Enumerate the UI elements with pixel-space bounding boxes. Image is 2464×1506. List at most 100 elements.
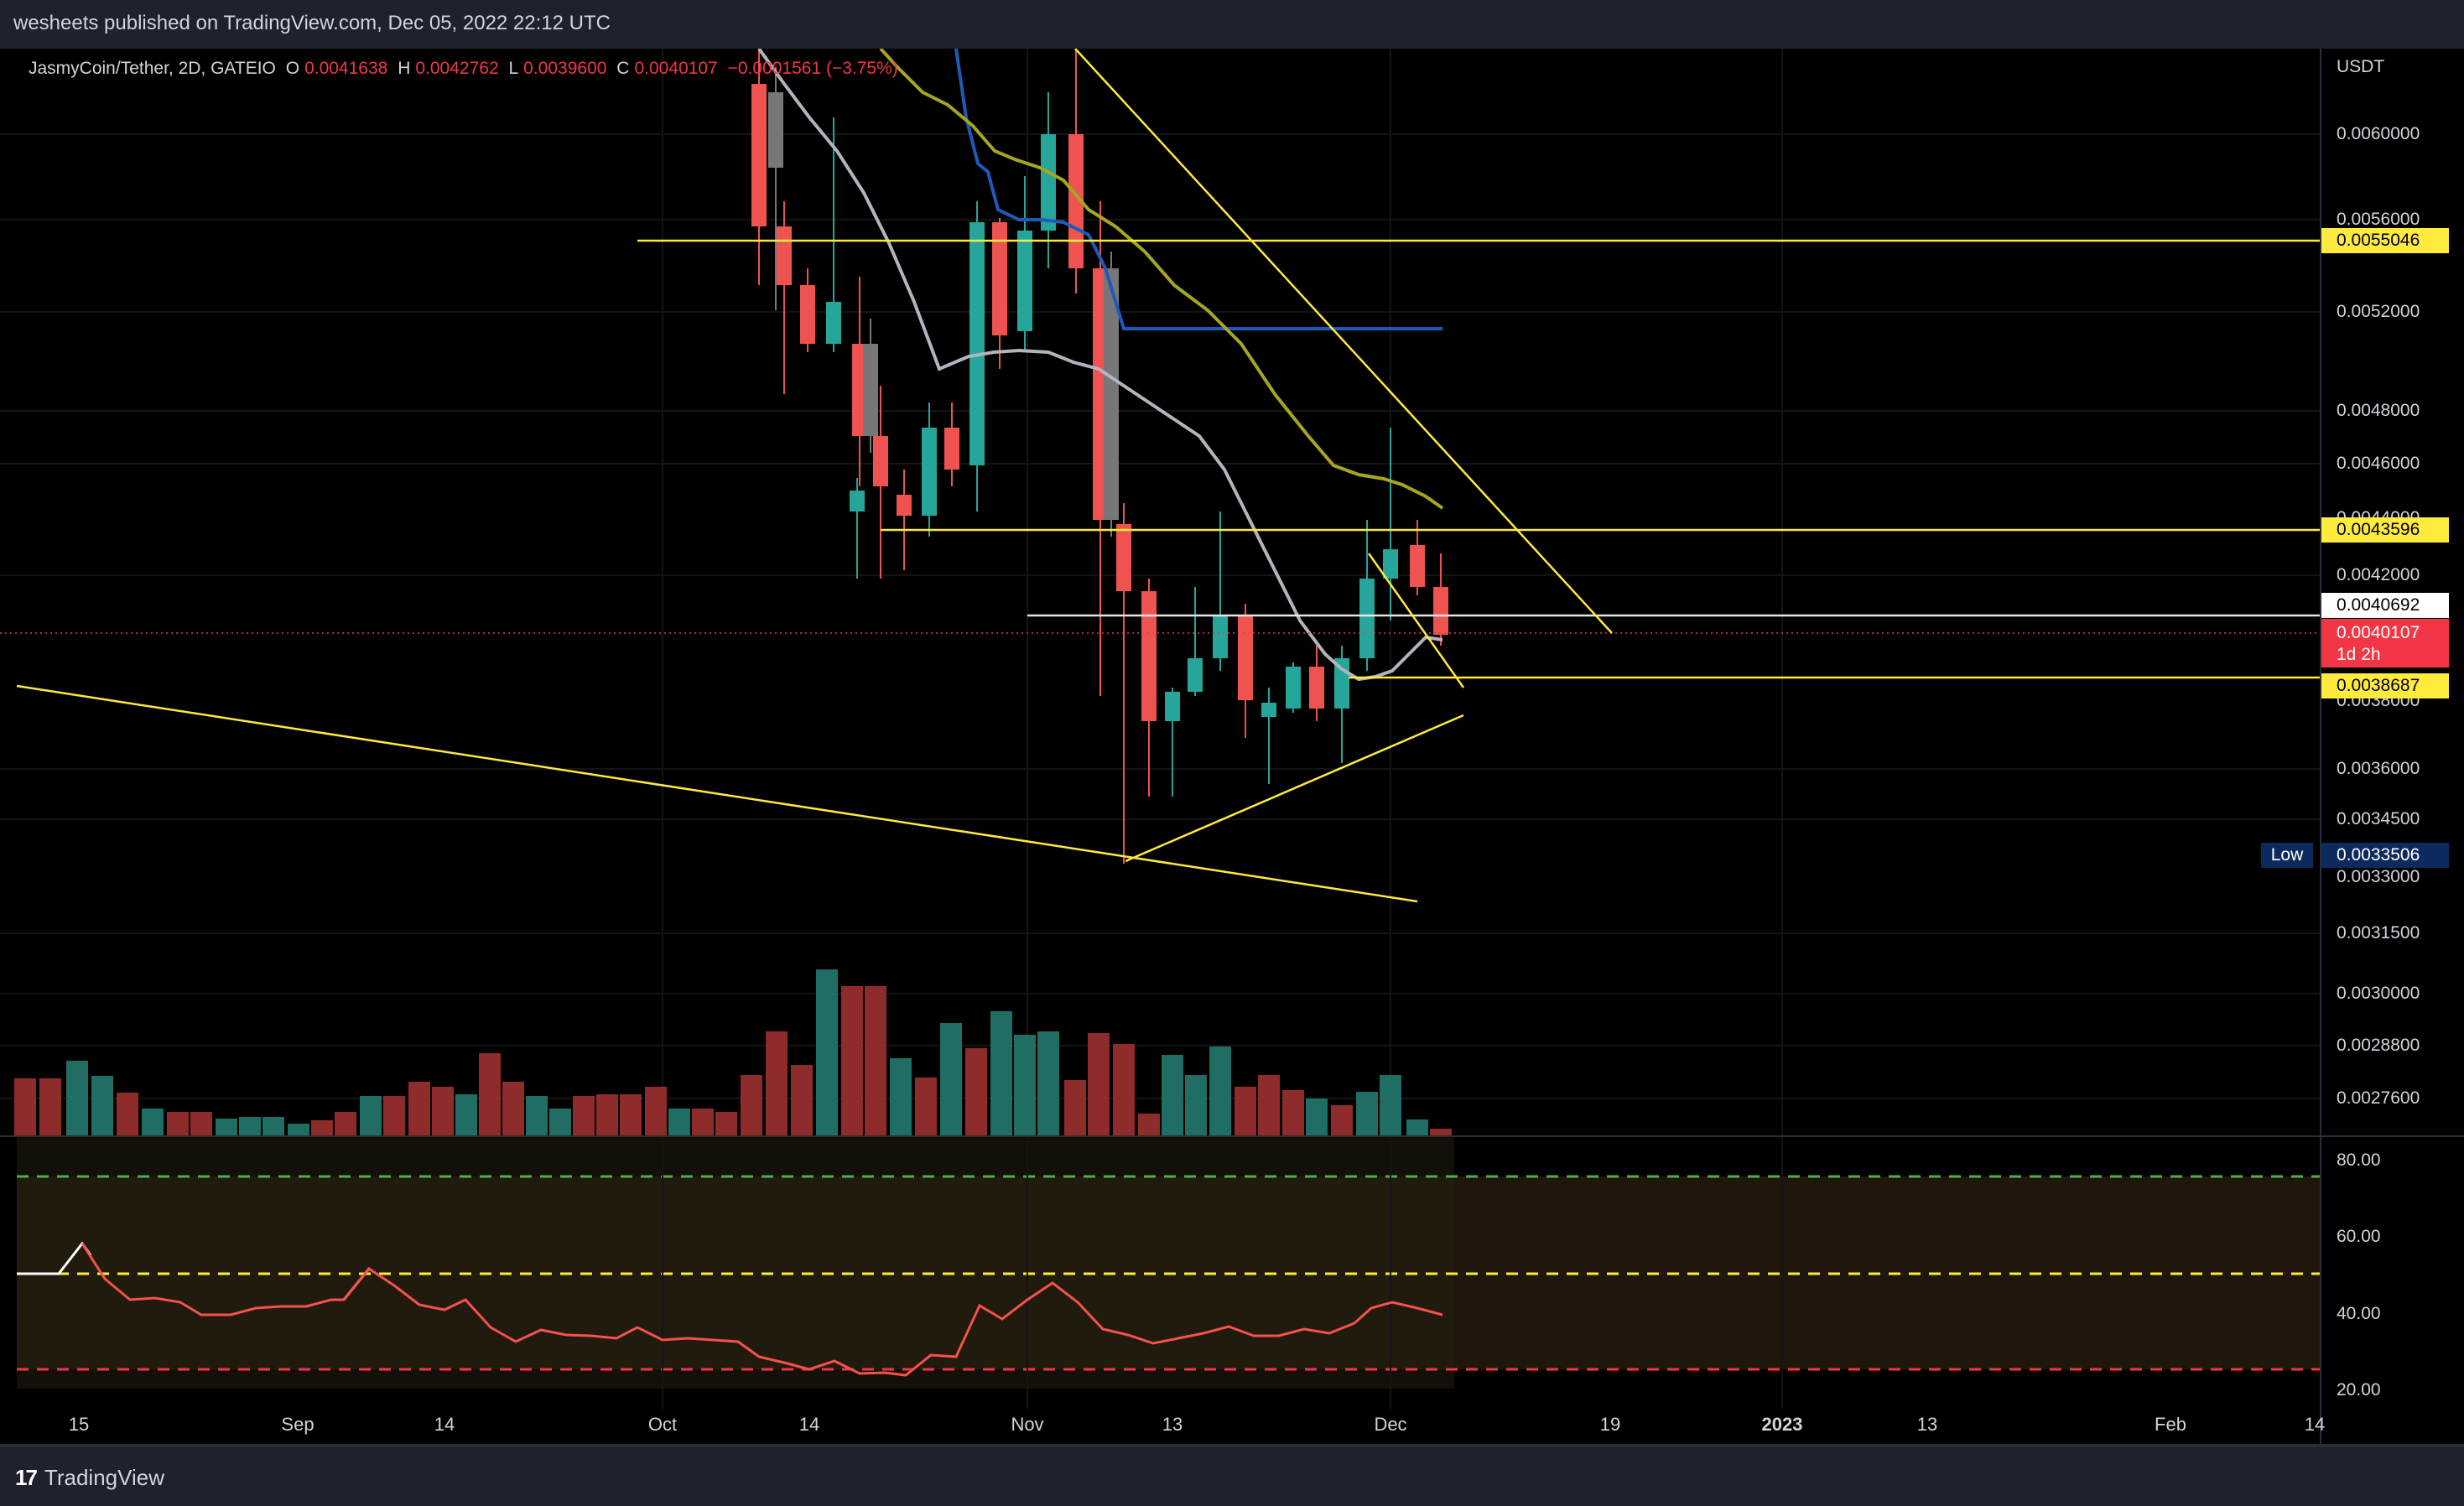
volume-bar — [91, 1076, 113, 1137]
time-tick: 15 — [68, 1414, 90, 1435]
price-axis-border — [2320, 49, 2321, 1447]
time-tick: 14 — [434, 1414, 455, 1435]
rsi-band-highlight — [17, 1137, 1454, 1389]
time-tick: 14 — [2304, 1414, 2326, 1435]
volume-bar — [1406, 1119, 1428, 1137]
price-tick: 0.0048000 — [2337, 401, 2420, 420]
volume-bar — [408, 1082, 430, 1137]
support-tag[interactable]: 0.0038687 — [2321, 673, 2449, 698]
wedge-upper-line — [1367, 553, 1465, 688]
volume-bar — [190, 1112, 212, 1137]
descending-trendline — [1074, 48, 1613, 634]
candle-body — [873, 436, 888, 486]
time-tick: 14 — [798, 1414, 820, 1435]
rsi-tick: 80.00 — [2337, 1150, 2381, 1170]
time-tick: Feb — [2155, 1414, 2186, 1435]
candle-body — [1309, 667, 1324, 709]
candle-body — [969, 222, 985, 465]
volume-bar — [692, 1109, 714, 1137]
volume-bar — [1258, 1075, 1280, 1137]
ma-olive-line — [879, 47, 1444, 510]
close-value: 0.0040107 — [634, 59, 718, 78]
volume-bar — [1282, 1090, 1304, 1137]
open-key: O — [285, 59, 300, 78]
volume-bar — [526, 1096, 548, 1137]
volume-bar — [791, 1065, 813, 1137]
volume-bar — [741, 1075, 762, 1137]
candle-body — [1286, 667, 1301, 709]
volume-bar — [311, 1120, 333, 1137]
panel-separator[interactable] — [0, 1135, 2464, 1137]
price-tick: 0.0031500 — [2337, 923, 2420, 943]
tradingview-logo-icon: 17 — [15, 1464, 38, 1490]
white-level-tag[interactable]: 0.0040692 — [2321, 593, 2449, 618]
ma-blue-line — [954, 48, 1443, 330]
rsi-tick: 20.00 — [2337, 1380, 2381, 1400]
candle-body — [1165, 692, 1180, 721]
volume-bar — [1380, 1075, 1401, 1137]
publish-text: wesheets published on TradingView.com, D… — [13, 12, 611, 34]
volume-bar — [1138, 1114, 1160, 1137]
volume-bar — [360, 1096, 382, 1137]
bar-countdown: 1d 2h — [2337, 645, 2381, 664]
close-key: C — [616, 59, 630, 78]
volume-bar — [14, 1078, 36, 1137]
symbol-legend[interactable]: JasmyCoin/Tether, 2D, GATEIO O 0.0041638 … — [29, 59, 903, 79]
price-tick: 0.0030000 — [2337, 984, 2420, 1003]
price-tick: 0.0052000 — [2337, 302, 2420, 321]
candle-body — [777, 226, 792, 285]
rsi-tick: 60.00 — [2337, 1227, 2381, 1246]
candle-body — [768, 92, 783, 168]
volume-bar — [142, 1109, 164, 1137]
volume-bar — [668, 1109, 690, 1137]
volume-bar — [816, 969, 838, 1137]
time-axis-border — [0, 1444, 2464, 1447]
volume-bar — [455, 1094, 477, 1137]
volume-bar — [502, 1082, 524, 1137]
time-tick-year: 2023 — [1761, 1414, 1803, 1435]
time-tick: 19 — [1599, 1414, 1621, 1435]
change-value: −0.0001561 (−3.75%) — [727, 59, 898, 78]
volume-bar — [1064, 1080, 1086, 1137]
volume-bar — [549, 1109, 571, 1137]
volume-bar — [1185, 1075, 1207, 1137]
last-price-value: 0.0040107 — [2337, 623, 2420, 642]
candle-body — [1410, 545, 1425, 587]
volume-bar — [965, 1048, 987, 1137]
price-tick: 0.0046000 — [2337, 454, 2420, 473]
volume-bar — [1235, 1087, 1256, 1137]
volume-bar — [620, 1094, 642, 1137]
price-tick: 0.0042000 — [2337, 565, 2420, 584]
ma-gray-line — [757, 47, 1443, 682]
upper-resistance-tag[interactable]: 0.0055046 — [2321, 228, 2449, 253]
volume-bar — [216, 1119, 237, 1137]
symbol-title[interactable]: JasmyCoin/Tether, 2D, GATEIO — [29, 59, 276, 78]
candle-body — [1359, 579, 1375, 658]
publish-header: wesheets published on TradingView.com, D… — [0, 0, 2464, 49]
volume-bar — [1088, 1033, 1110, 1137]
resistance-tag[interactable]: 0.0043596 — [2321, 517, 2449, 543]
time-tick: Sep — [281, 1414, 314, 1435]
grid — [0, 49, 2320, 1409]
candle-body — [1041, 134, 1056, 231]
volume-bar — [1331, 1105, 1353, 1137]
rsi-tick: 40.00 — [2337, 1304, 2381, 1323]
high-key: H — [398, 59, 411, 78]
volume-bar — [841, 986, 863, 1137]
volume-bar — [715, 1112, 737, 1137]
volume-bar — [1306, 1098, 1328, 1137]
volume-bar — [1037, 1031, 1059, 1137]
volume-bar — [915, 1078, 937, 1137]
volume-bar — [1014, 1035, 1036, 1137]
candle-body — [1383, 549, 1398, 579]
candle-body — [751, 84, 767, 226]
price-tick: 0.0034500 — [2337, 809, 2420, 828]
candle-body — [1116, 524, 1131, 591]
tradingview-logo[interactable]: 17 TradingView — [15, 1464, 164, 1491]
candle-body — [850, 491, 865, 512]
candles — [751, 49, 1448, 864]
volume-bar — [432, 1087, 454, 1137]
volume-bar — [645, 1087, 667, 1137]
volume-bar — [383, 1096, 405, 1137]
